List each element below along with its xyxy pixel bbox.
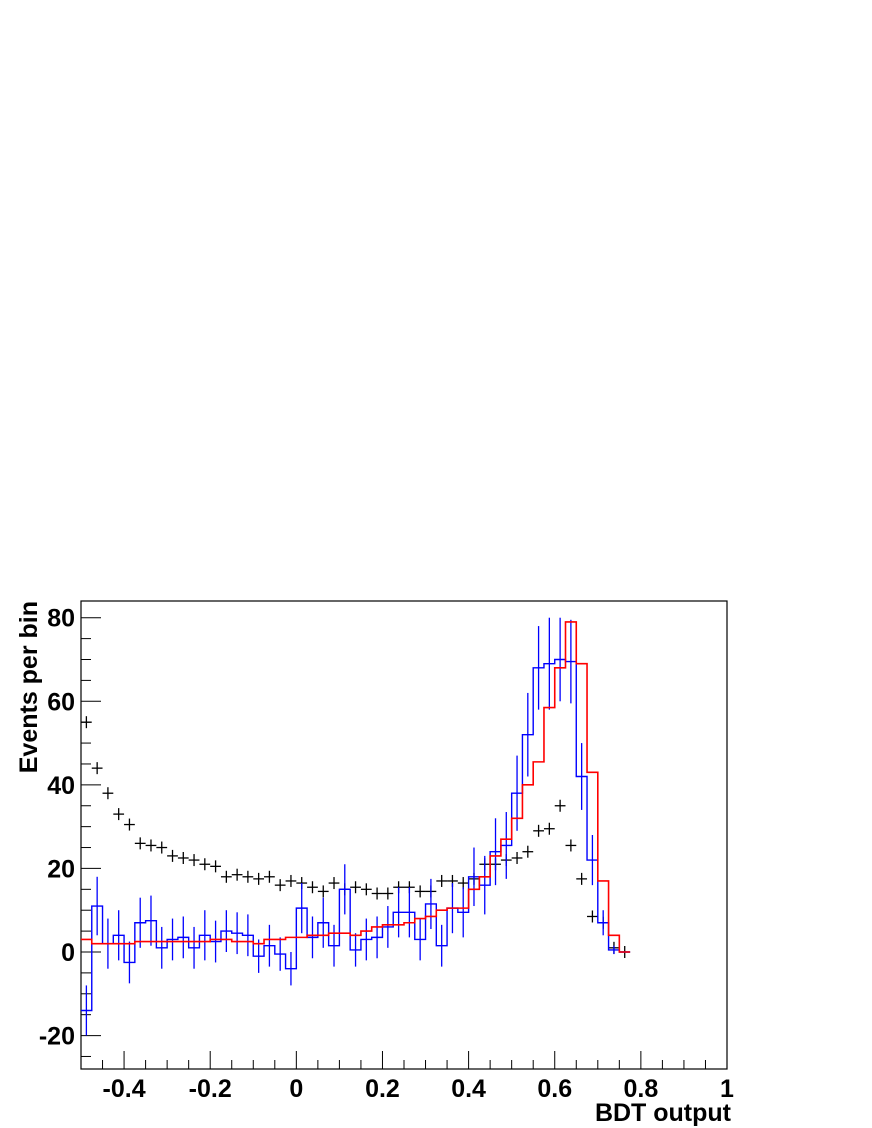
x-tick-label: 0.4 bbox=[451, 1075, 486, 1103]
blue-histogram-line bbox=[81, 658, 631, 1012]
plot-frame bbox=[80, 600, 728, 1070]
x-tick-label: -0.2 bbox=[189, 1075, 232, 1103]
series-blue-histogram bbox=[81, 617, 631, 1036]
x-tick-label: 0.8 bbox=[623, 1075, 658, 1103]
x-tick-label: 1 bbox=[720, 1075, 734, 1103]
y-tick-label: 80 bbox=[47, 605, 75, 633]
series-red-histogram bbox=[81, 621, 631, 953]
x-tick-label: 0 bbox=[289, 1075, 303, 1103]
y-axis-title: Events per bin bbox=[15, 601, 43, 773]
x-tick-label: -0.4 bbox=[103, 1075, 146, 1103]
x-tick-label: 0.2 bbox=[365, 1075, 400, 1103]
y-tick-label: 40 bbox=[47, 772, 75, 800]
series-black-crosses bbox=[81, 716, 631, 958]
y-tick-label: 0 bbox=[61, 939, 75, 967]
axis-tick-labels: -0.4 -0.2 0 0.2 0.4 0.6 0.8 1 -20 0 20 40 60 80 bbox=[39, 605, 734, 1103]
y-tick-label: 20 bbox=[47, 855, 75, 883]
red-histogram-line bbox=[81, 621, 631, 953]
y-tick-label: -20 bbox=[39, 1023, 75, 1051]
y-tick-label: 60 bbox=[47, 688, 75, 716]
x-tick-label: 0.6 bbox=[537, 1075, 572, 1103]
axis-ticks bbox=[80, 617, 728, 1069]
x-axis-title: BDT output bbox=[595, 1099, 732, 1127]
